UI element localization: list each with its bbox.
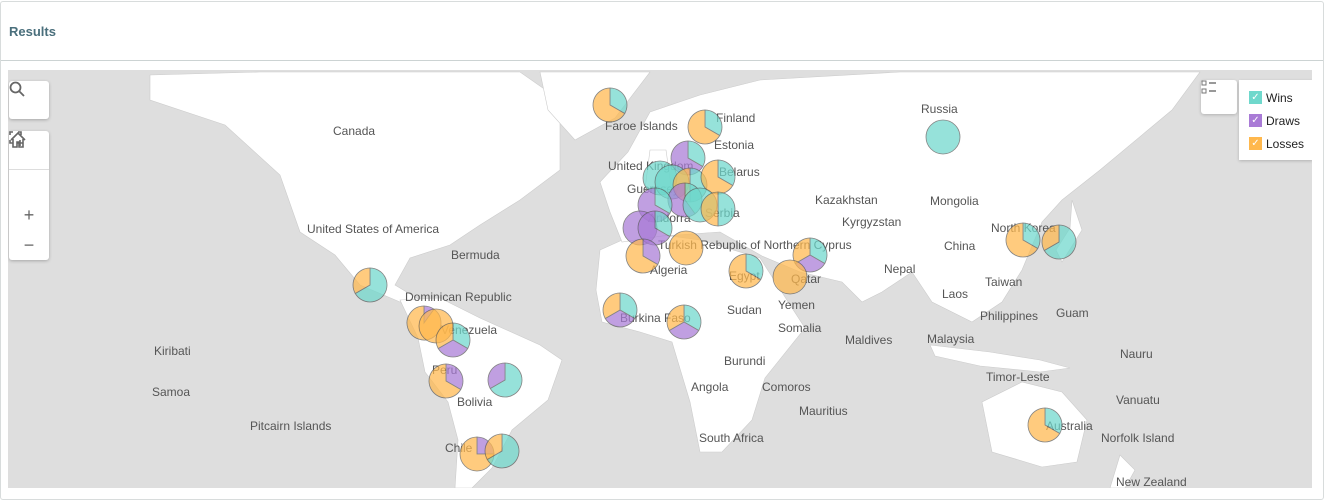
pie-marker[interactable] — [687, 109, 723, 145]
pie-marker[interactable] — [668, 230, 704, 266]
search-icon — [9, 81, 25, 97]
pie-slice-losses[interactable] — [602, 292, 621, 320]
home-icon — [10, 131, 26, 148]
pie-slice-losses[interactable] — [1027, 407, 1061, 443]
pie-slice-losses[interactable] — [666, 304, 685, 332]
pie-marker[interactable] — [1005, 222, 1041, 258]
pie-slice-draws[interactable] — [437, 339, 469, 358]
legend: ✓ Wins ✓ Draws ✓ Losses — [1239, 80, 1312, 160]
legend-label: Draws — [1266, 113, 1301, 128]
pie-marker[interactable] — [925, 119, 961, 155]
pie-slice-losses[interactable] — [592, 87, 626, 123]
pie-marker[interactable] — [602, 292, 638, 328]
pie-markers — [352, 87, 1077, 472]
search-button[interactable] — [9, 81, 49, 119]
legend-toggle-button[interactable] — [1201, 80, 1237, 114]
pie-marker[interactable] — [592, 87, 628, 123]
pie-slice-wins[interactable] — [354, 267, 388, 303]
pie-slice-losses[interactable] — [352, 267, 371, 295]
land-eurasia — [599, 71, 1201, 323]
checkbox-losses[interactable]: ✓ — [1249, 137, 1262, 150]
zoom-in-button[interactable]: + — [9, 200, 49, 230]
pie-slice-losses[interactable] — [1041, 224, 1060, 252]
pie-slice-losses[interactable] — [668, 230, 704, 266]
pie-slice-draws[interactable] — [668, 321, 700, 340]
pie-slice-losses[interactable] — [435, 322, 454, 350]
pie-marker[interactable] — [637, 210, 673, 246]
pie-slice-wins[interactable] — [489, 362, 523, 398]
pie-slice-losses[interactable] — [1005, 222, 1039, 258]
home-button[interactable] — [9, 131, 49, 170]
legend-item-wins[interactable]: ✓ Wins — [1239, 86, 1312, 109]
pie-slice-wins[interactable] — [717, 191, 736, 227]
pie-slice-wins[interactable] — [925, 119, 961, 155]
legend-label: Wins — [1266, 90, 1293, 105]
pie-marker[interactable] — [352, 267, 388, 303]
checkbox-draws[interactable]: ✓ — [1249, 114, 1262, 127]
legend-item-draws[interactable]: ✓ Draws — [1239, 109, 1312, 132]
pie-slice-wins[interactable] — [486, 433, 520, 469]
pie-marker[interactable] — [484, 433, 520, 469]
pie-slice-draws[interactable] — [637, 210, 671, 246]
zoom-out-button[interactable]: − — [9, 230, 49, 260]
pie-marker[interactable] — [728, 253, 764, 289]
pie-marker[interactable] — [772, 259, 808, 295]
map-view[interactable]: Canada Russia Finland Faroe Islands Estonia U… — [8, 70, 1312, 488]
zoom-in-icon: + — [23, 204, 35, 225]
pie-marker[interactable] — [625, 238, 661, 274]
land-indonesia — [929, 344, 1071, 373]
pie-slice-losses[interactable] — [428, 363, 462, 399]
pie-slice-wins[interactable] — [1043, 224, 1077, 260]
land-new-zealand — [1109, 454, 1136, 488]
pie-slice-losses[interactable] — [625, 238, 659, 274]
select-region-button[interactable] — [9, 131, 49, 200]
legend-list-icon — [1201, 80, 1216, 94]
search-control[interactable] — [9, 81, 49, 119]
zoom-out-icon: − — [23, 234, 35, 255]
pie-marker[interactable] — [1027, 407, 1063, 443]
legend-item-losses[interactable]: ✓ Losses — [1239, 132, 1312, 155]
select-region-icon — [9, 131, 23, 146]
pie-marker[interactable] — [700, 159, 736, 195]
pie-slice-losses[interactable] — [484, 433, 503, 461]
basemap — [149, 71, 1201, 488]
pie-slice-losses[interactable] — [687, 109, 721, 145]
pie-marker[interactable] — [435, 322, 471, 358]
panel-header: Results — [1, 2, 1323, 61]
checkbox-wins[interactable]: ✓ — [1249, 91, 1262, 104]
pie-marker[interactable] — [700, 191, 736, 227]
pie-slice-draws[interactable] — [487, 362, 506, 390]
pie-marker[interactable] — [487, 362, 523, 398]
legend-label: Losses — [1266, 136, 1305, 151]
pie-marker[interactable] — [1041, 224, 1077, 260]
pie-slice-draws[interactable] — [604, 309, 636, 328]
pie-slice-losses[interactable] — [728, 253, 762, 289]
pie-marker[interactable] — [428, 363, 464, 399]
pie-marker[interactable] — [666, 304, 702, 340]
pie-slice-losses[interactable] — [700, 159, 734, 195]
pie-slice-losses[interactable] — [772, 259, 808, 295]
navigation-control: + − — [9, 131, 49, 260]
pie-slice-losses[interactable] — [700, 191, 719, 227]
panel-title: Results — [9, 24, 56, 39]
